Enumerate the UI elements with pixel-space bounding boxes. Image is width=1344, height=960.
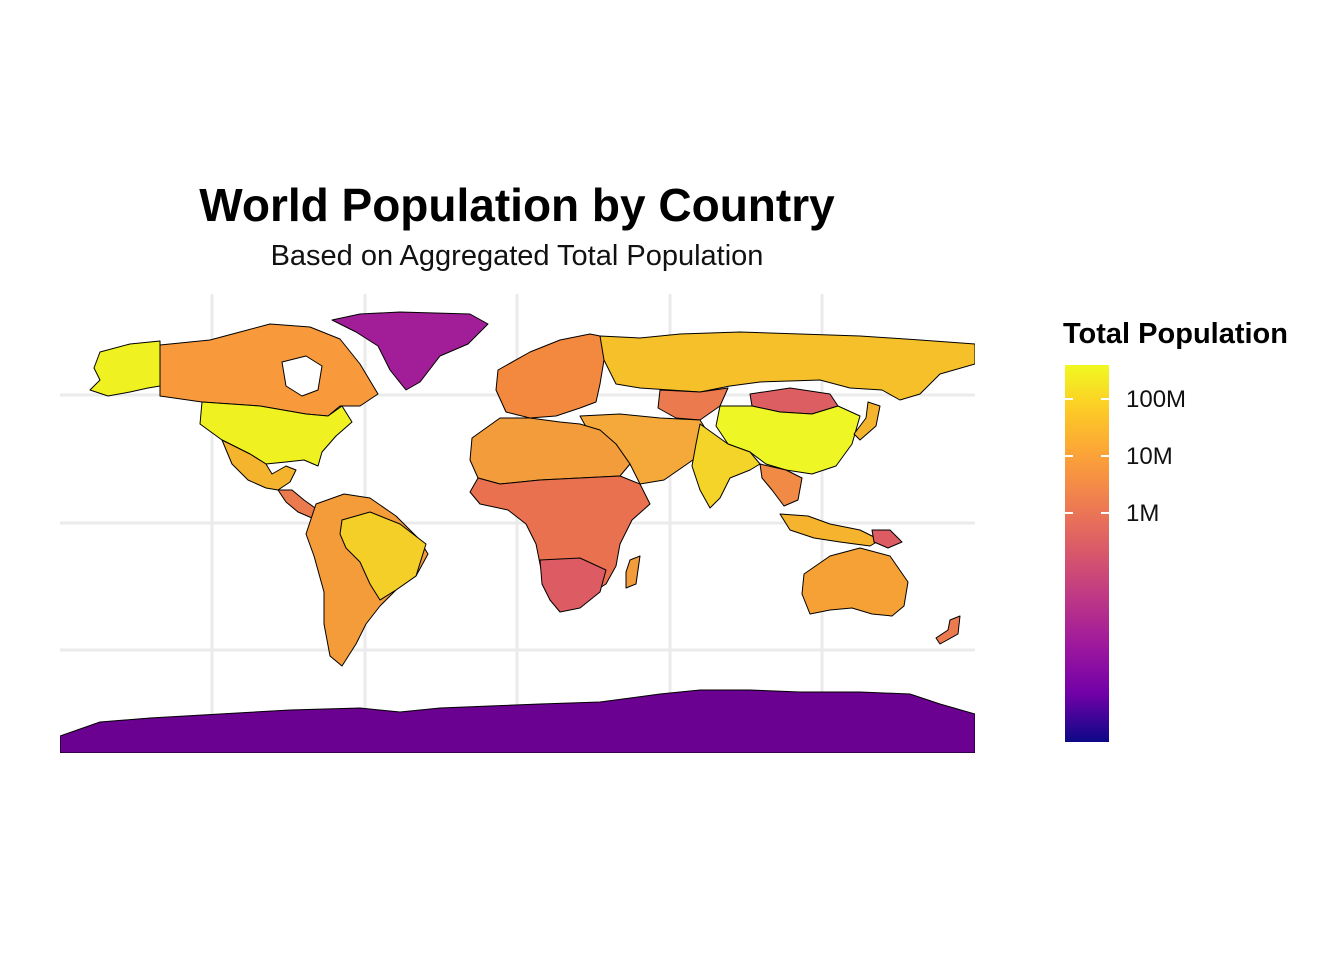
map-title: World Population by Country [199, 179, 835, 231]
legend-tick-mark [1065, 455, 1073, 457]
legend-colorbar [1065, 365, 1109, 742]
region-kazakhstan[interactable] [657, 387, 729, 421]
region-central-america[interactable] [277, 489, 319, 519]
region-alaska[interactable] [89, 340, 161, 397]
region-antarctica[interactable] [60, 689, 975, 753]
region-mexico[interactable] [221, 439, 297, 491]
legend-tick-label-10m: 10M [1126, 443, 1173, 470]
region-new-zealand[interactable] [935, 615, 961, 645]
region-russia[interactable] [599, 331, 975, 401]
legend-tick-mark [1101, 512, 1109, 514]
region-southern-africa[interactable] [539, 557, 607, 613]
region-papua-new-guinea[interactable] [871, 529, 903, 549]
legend-tick-mark [1065, 512, 1073, 514]
region-canada[interactable] [159, 323, 379, 417]
region-europe[interactable] [495, 333, 611, 419]
legend-tick-mark [1101, 398, 1109, 400]
region-australia[interactable] [801, 547, 909, 617]
region-southeast-asia[interactable] [759, 463, 803, 507]
region-greenland[interactable] [331, 311, 489, 391]
region-india[interactable] [691, 423, 761, 509]
legend-tick-mark [1065, 398, 1073, 400]
legend-title: Total Population [1063, 318, 1288, 350]
map-subtitle: Based on Aggregated Total Population [270, 240, 764, 272]
legend-tick-mark [1101, 455, 1109, 457]
legend-tick-label-100m: 100M [1126, 386, 1187, 413]
legend-tick-label-1m: 1M [1126, 500, 1160, 527]
region-madagascar[interactable] [625, 555, 641, 589]
world-map [60, 294, 975, 753]
region-indonesia[interactable] [779, 513, 881, 547]
region-hudson-bay [281, 355, 323, 397]
region-brazil[interactable] [339, 511, 427, 601]
region-japan[interactable] [853, 401, 881, 441]
